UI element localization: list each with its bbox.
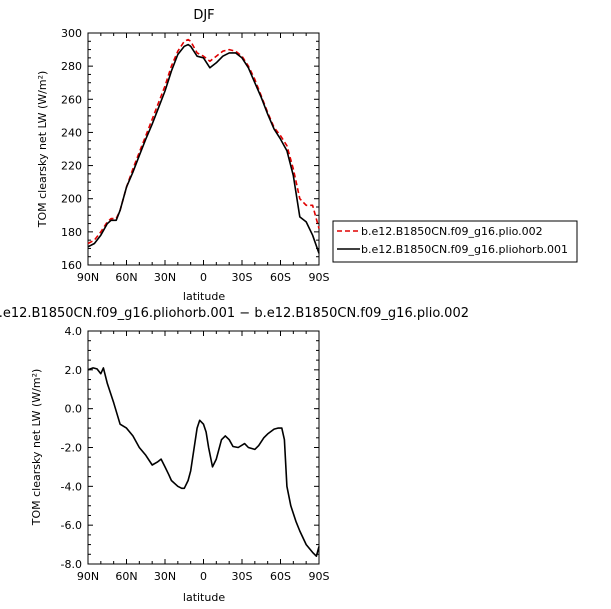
bottom-y-tick-label: -8.0 [61,558,82,571]
bottom-y-tick-label: -2.0 [61,442,82,455]
bottom-x-tick-label: 30N [154,570,176,583]
top-y-tick-label: 240 [61,126,82,139]
top-x-tick-label: 60N [115,271,137,284]
bottom-chart: b.e12.B1850CN.f09_g16.pliohorb.001 − b.e… [0,306,469,604]
legend-label-pliohorb: b.e12.B1850CN.f09_g16.pliohorb.001 [361,243,568,256]
bottom-chart-title: b.e12.B1850CN.f09_g16.pliohorb.001 − b.e… [0,306,469,321]
top-series-layer [87,38,320,254]
bottom-x-axis: 90N 60N 30N 0 30S 60S 90S [77,331,330,583]
top-y-tick-label: 180 [61,226,82,239]
bottom-y-tick-label: -6.0 [61,519,82,532]
legend-box [332,220,578,263]
bottom-x-tick-label: 90S [309,570,330,583]
legend: b.e12.B1850CN.f09_g16.plio.002 b.e12.B18… [332,220,578,263]
top-series-line-0 [87,38,320,245]
bottom-y-axis: 4.0 2.0 0.0 -2.0 -4.0 -6.0 -8.0 [61,325,319,571]
bottom-series-layer [87,367,320,558]
top-y-tick-label: 280 [61,60,82,73]
top-y-tick-label: 260 [61,93,82,106]
top-y-tick-label: 300 [61,27,82,40]
bottom-series-line-0 [87,367,320,558]
bottom-x-tick-label: 0 [200,570,207,583]
top-x-tick-label: 30N [154,271,176,284]
top-x-tick-label: 90N [77,271,99,284]
top-x-tick-label: 90S [309,271,330,284]
bottom-y-tick-label: 0.0 [65,403,83,416]
bottom-x-axis-label: latitude [183,591,225,604]
top-chart: DJF 90N 60N 30N 0 30S 60S 90S 160 180 200 220 240 2… [36,8,330,303]
top-series-line-1 [87,43,320,254]
bottom-y-tick-label: 2.0 [65,364,83,377]
bottom-x-tick-label: 60S [270,570,291,583]
top-y-tick-label: 220 [61,160,82,173]
bottom-y-tick-label: -4.0 [61,480,82,493]
top-x-tick-label: 60S [270,271,291,284]
top-chart-title: DJF [193,8,214,23]
bottom-x-tick-label: 90N [77,570,99,583]
top-y-tick-label: 200 [61,193,82,206]
top-x-axis: 90N 60N 30N 0 30S 60S 90S [77,33,330,284]
bottom-y-axis-label: TOM clearsky net LW (W/m²) [30,369,43,527]
top-x-tick-label: 30S [232,271,253,284]
legend-label-plio: b.e12.B1850CN.f09_g16.plio.002 [361,225,543,238]
bottom-y-tick-label: 4.0 [65,325,83,338]
top-plot-frame [87,32,320,266]
top-y-tick-label: 160 [61,259,82,272]
top-y-axis: 160 180 200 220 240 260 280 300 [61,27,319,272]
top-x-tick-label: 0 [200,271,207,284]
top-x-axis-label: latitude [183,290,225,303]
bottom-x-tick-label: 60N [115,570,137,583]
top-y-axis-label: TOM clearsky net LW (W/m²) [36,71,49,229]
bottom-x-tick-label: 30S [232,570,253,583]
